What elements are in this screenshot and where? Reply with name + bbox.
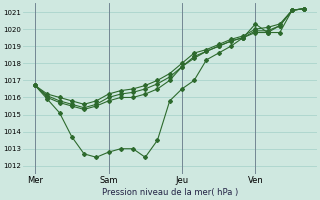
X-axis label: Pression niveau de la mer( hPa ): Pression niveau de la mer( hPa ) bbox=[101, 188, 238, 197]
